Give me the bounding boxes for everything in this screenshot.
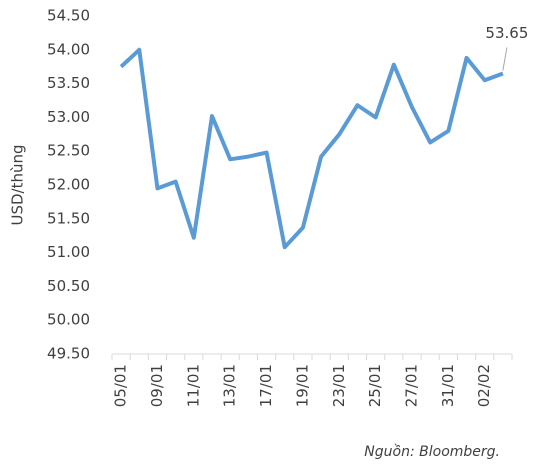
x-tick-label: 17/01	[257, 364, 275, 407]
x-tick-label: 19/01	[293, 364, 311, 407]
y-axis-title: USD/thùng	[9, 144, 27, 225]
y-tick-label: 49.50	[47, 345, 90, 363]
x-tick-label: 13/01	[221, 364, 239, 407]
line-series	[119, 47, 504, 250]
y-tick-label: 53.50	[47, 74, 90, 92]
x-tick-label: 11/01	[184, 364, 202, 407]
y-tick-label: 50.50	[47, 277, 90, 295]
data-label: 53.65	[485, 24, 528, 42]
y-tick-label: 51.50	[47, 209, 90, 227]
x-tick-label: 09/01	[148, 364, 166, 407]
x-tick-label: 02/02	[475, 364, 493, 407]
y-tick-label: 53.00	[47, 108, 90, 126]
x-tick-label: 31/01	[439, 364, 457, 407]
y-tick-label: 51.00	[47, 243, 90, 261]
leader-line	[502, 47, 508, 71]
x-tick-label: 05/01	[112, 364, 130, 407]
y-tick-label: 52.50	[47, 142, 90, 160]
y-tick-label: 54.50	[47, 7, 90, 25]
y-tick-label: 52.00	[47, 176, 90, 194]
x-tick-label: 27/01	[403, 364, 421, 407]
y-tick-label: 50.00	[47, 311, 90, 329]
source-note: Nguồn: Bloomberg.	[364, 443, 500, 460]
y-tick-label: 54.00	[47, 40, 90, 58]
x-tick-label: 25/01	[366, 364, 384, 407]
x-tick-label: 23/01	[330, 364, 348, 407]
